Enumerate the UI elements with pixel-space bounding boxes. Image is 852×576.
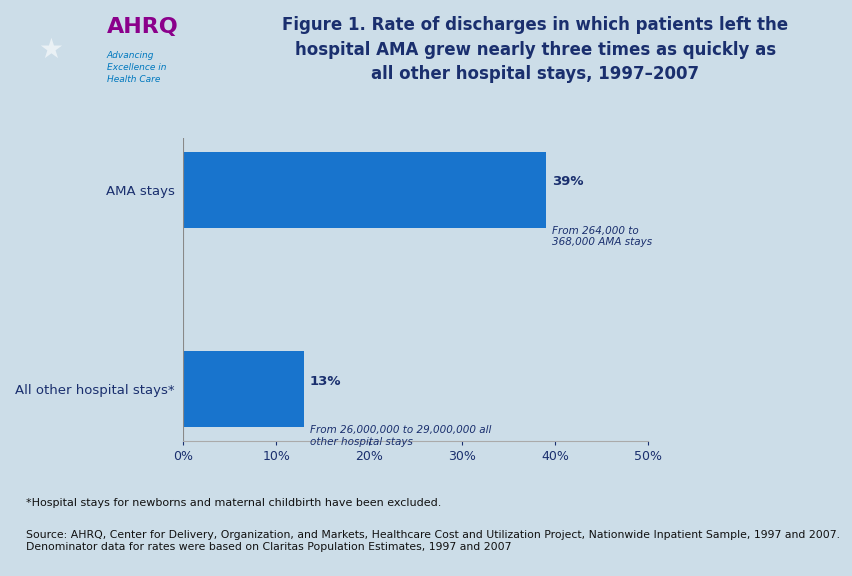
Text: ★: ★ (38, 36, 63, 63)
Text: *Hospital stays for newborns and maternal childbirth have been excluded.: *Hospital stays for newborns and materna… (26, 498, 440, 508)
Text: 39%: 39% (551, 175, 583, 188)
Text: Advancing
Excellence in
Health Care: Advancing Excellence in Health Care (106, 51, 166, 84)
Text: Source: AHRQ, Center for Delivery, Organization, and Markets, Healthcare Cost an: Source: AHRQ, Center for Delivery, Organ… (26, 530, 838, 552)
Text: AHRQ: AHRQ (106, 17, 178, 37)
Text: 13%: 13% (309, 374, 341, 388)
Text: From 26,000,000 to 29,000,000 all
other hospital stays: From 26,000,000 to 29,000,000 all other … (309, 425, 491, 446)
Bar (183, 351, 304, 427)
Bar (183, 152, 545, 228)
Text: From 264,000 to
368,000 AMA stays: From 264,000 to 368,000 AMA stays (551, 226, 651, 247)
Text: Figure 1. Rate of discharges in which patients left the
hospital AMA grew nearly: Figure 1. Rate of discharges in which pa… (282, 16, 787, 83)
